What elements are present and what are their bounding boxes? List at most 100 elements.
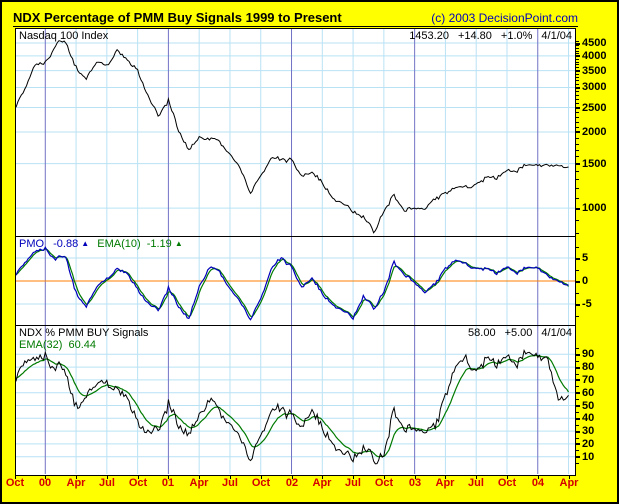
y-tick-label: 70 (582, 374, 595, 386)
pmo-ema-value: -1.19 (146, 238, 172, 250)
y-axis-minor-tick (576, 64, 579, 66)
y-axis-minor-tick (576, 424, 579, 426)
y-tick-label: 5 (582, 252, 589, 264)
y-axis-minor-tick (576, 58, 579, 60)
plot-area (15, 28, 576, 476)
y-axis-minor-tick (576, 315, 579, 317)
y-axis-minor-tick (576, 437, 579, 439)
x-tick-label: Jul (222, 477, 238, 489)
x-tick-label: Apr (66, 477, 86, 489)
y-axis-minor-tick (576, 292, 579, 294)
y-tick-label: 0 (582, 275, 589, 287)
y-tick-label: 90 (582, 348, 595, 360)
x-axis-tick (415, 476, 416, 479)
y-tick-label: 4500 (582, 37, 607, 49)
x-tick-label: Oct (374, 477, 394, 489)
x-axis-tick (322, 476, 323, 479)
y-axis-minor-tick (576, 83, 579, 85)
y-axis-minor-tick (576, 188, 579, 190)
y-tick-label: 80 (582, 361, 595, 373)
y-tick-label: -5 (582, 298, 592, 310)
up-arrow-icon: ▲ (174, 239, 183, 248)
price-change-pct: +1.0% (500, 30, 533, 42)
y-axis-tick (576, 430, 580, 433)
y-axis-tick (576, 379, 580, 382)
x-tick-label: Jul (468, 477, 484, 489)
y-axis-tick (576, 405, 580, 407)
x-axis-tick (199, 476, 200, 479)
x-axis-tick (261, 476, 262, 479)
y-axis-minor-tick (576, 143, 579, 145)
price-change: +14.80 (457, 30, 492, 42)
x-tick-label: 02 (285, 477, 299, 489)
y-axis-minor-tick (576, 40, 579, 42)
x-tick-label: Apr (559, 477, 579, 489)
x-tick-label: Apr (312, 477, 332, 489)
pct-quote: 58.00 +5.00 4/1/04 (16, 328, 572, 339)
y-axis-minor-tick (576, 45, 579, 47)
y-axis-tick (576, 280, 580, 283)
pct-line (16, 348, 569, 465)
x-axis-tick (353, 476, 354, 479)
y-axis-minor-tick (576, 103, 579, 105)
y-tick-label: 4000 (582, 50, 607, 62)
y-axis-minor-tick (576, 386, 579, 388)
y-axis-minor-tick (576, 111, 579, 113)
y-axis-minor-tick (576, 121, 579, 123)
y-tick-label: 3000 (582, 81, 607, 93)
y-axis-tick (576, 131, 580, 134)
y-axis-minor-tick (576, 246, 579, 248)
y-axis-minor-tick (576, 360, 579, 362)
y-axis-tick (576, 86, 580, 89)
y-axis-tick (576, 257, 580, 260)
y-axis-minor-tick (576, 91, 579, 93)
y-axis-tick (576, 443, 580, 446)
pct-last: 58.00 (468, 327, 496, 339)
y-axis-minor-tick (576, 77, 579, 79)
y-axis-minor-tick (576, 99, 579, 101)
x-axis-tick (292, 476, 293, 479)
pmo-line (16, 246, 569, 321)
y-axis-minor-tick (576, 61, 579, 63)
y-axis-minor-tick (576, 47, 579, 49)
price-last: 1453.20 (409, 30, 449, 42)
y-axis-tick (576, 42, 580, 45)
y-axis-minor-tick (576, 269, 579, 271)
y-tick-label: 30 (582, 425, 595, 437)
y-tick-label: 40 (582, 412, 595, 424)
y-tick-label: 20 (582, 438, 595, 450)
y-axis-tick (576, 392, 580, 395)
y-tick-label: 60 (582, 387, 595, 399)
y-tick-label: 2500 (582, 102, 607, 114)
x-tick-label: Jul (345, 477, 361, 489)
x-tick-label: 03 (408, 477, 422, 489)
y-axis-minor-tick (576, 373, 579, 375)
x-axis-tick (538, 476, 539, 479)
y-axis-tick (576, 456, 580, 459)
page-title: NDX Percentage of PMM Buy Signals 1999 t… (13, 10, 342, 25)
pct-ema-legend: EMA(32) 60.44 (19, 340, 96, 351)
y-tick-label: 2000 (582, 126, 607, 138)
y-axis-tick (576, 207, 580, 210)
pct-ema-name: EMA(32) (19, 339, 63, 351)
y-tick-label: 10 (582, 451, 595, 463)
x-axis-tick (476, 476, 477, 479)
y-axis-minor-tick (576, 156, 579, 158)
price-panel-canvas (16, 29, 575, 236)
y-axis-minor-tick (576, 126, 579, 128)
x-axis-tick (507, 476, 508, 479)
x-tick-label: 00 (38, 477, 52, 489)
y-axis-minor-tick (576, 67, 579, 69)
pmo-legend: PMO -0.88 ▲ EMA(10) -1.19 ▲ (19, 239, 183, 250)
pmo-panel-canvas (16, 237, 575, 325)
y-axis-tick (576, 366, 580, 369)
x-axis-tick (138, 476, 139, 479)
y-axis-minor-tick (576, 411, 579, 413)
x-axis-tick (168, 476, 169, 479)
y-axis-tick (576, 163, 580, 166)
price-line (16, 40, 569, 234)
pct-ema-line (16, 354, 570, 458)
price-panel-label: Nasdaq 100 Index (19, 30, 109, 42)
panel-divider-1 (15, 236, 576, 237)
